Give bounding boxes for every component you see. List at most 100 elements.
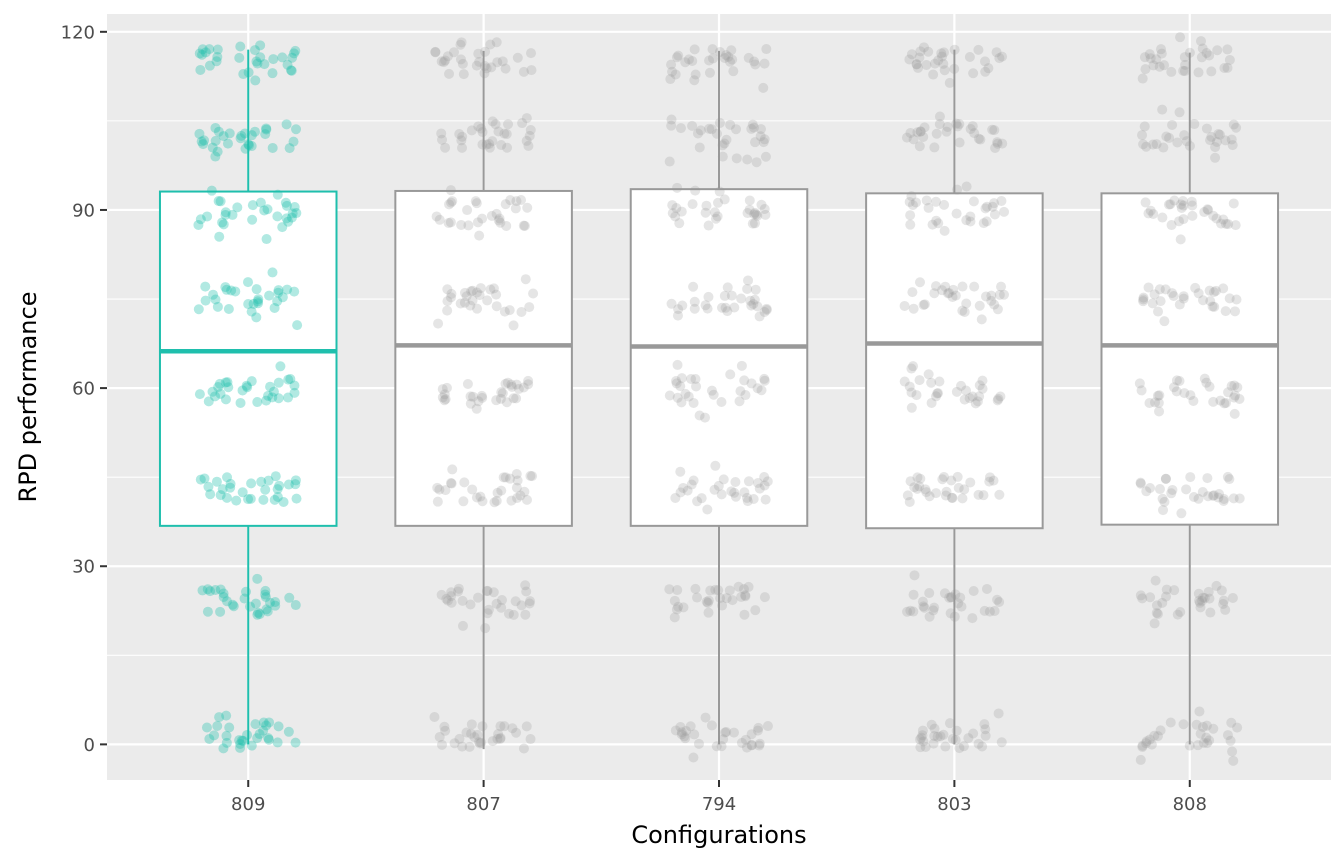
data-point	[496, 602, 507, 613]
data-point	[444, 199, 455, 210]
data-point	[670, 492, 681, 503]
data-point	[457, 595, 468, 606]
data-point	[921, 487, 932, 498]
data-point	[673, 601, 684, 612]
data-point	[1176, 508, 1187, 519]
data-point	[438, 57, 449, 68]
data-point	[1224, 293, 1235, 304]
data-point	[263, 390, 274, 401]
data-point	[264, 717, 275, 728]
data-point	[286, 212, 297, 223]
data-point	[492, 487, 503, 498]
data-point	[906, 363, 917, 374]
data-point	[469, 732, 480, 743]
data-point	[486, 210, 497, 221]
data-point	[951, 208, 962, 219]
data-point	[706, 720, 717, 731]
data-point	[906, 402, 917, 413]
data-point	[243, 67, 254, 78]
data-point	[912, 483, 923, 494]
data-point	[947, 492, 958, 503]
data-point	[718, 474, 729, 485]
data-point	[669, 612, 680, 623]
data-point	[750, 137, 761, 148]
data-point	[210, 294, 221, 305]
data-point	[500, 378, 511, 389]
data-point	[1138, 296, 1149, 307]
data-point	[686, 373, 697, 384]
data-point	[973, 133, 984, 144]
data-point	[908, 303, 919, 314]
data-point	[495, 393, 506, 404]
data-point	[218, 219, 229, 230]
data-point	[676, 397, 687, 408]
data-point	[516, 307, 527, 318]
data-point	[292, 320, 303, 331]
data-point	[1229, 392, 1240, 403]
data-point	[725, 369, 736, 380]
data-point	[441, 382, 452, 393]
data-point	[273, 285, 284, 296]
box-body	[158, 190, 338, 527]
data-point	[1139, 121, 1150, 132]
data-point	[736, 737, 747, 748]
data-point	[690, 69, 701, 80]
data-point	[714, 186, 725, 197]
data-point	[733, 581, 744, 592]
data-point	[929, 288, 940, 299]
data-point	[520, 274, 531, 285]
data-point	[964, 51, 975, 62]
data-point	[1151, 607, 1162, 618]
data-point	[283, 374, 294, 385]
data-point	[994, 289, 1005, 300]
data-point	[967, 613, 978, 624]
data-point	[906, 191, 917, 202]
data-point	[905, 127, 916, 138]
data-point	[272, 491, 283, 502]
data-point	[708, 389, 719, 400]
data-point	[482, 585, 493, 596]
data-point	[1157, 104, 1168, 115]
data-point	[455, 39, 466, 50]
data-point	[442, 305, 453, 316]
data-point	[444, 68, 455, 79]
data-point	[197, 44, 208, 55]
data-point	[289, 380, 300, 391]
data-point	[1153, 397, 1164, 408]
data-point	[704, 123, 715, 134]
data-point	[210, 135, 221, 146]
data-point	[1179, 388, 1190, 399]
data-point	[225, 482, 236, 493]
data-point	[483, 604, 494, 615]
data-point	[215, 490, 226, 501]
data-point	[724, 585, 735, 596]
data-point	[210, 584, 221, 595]
data-point	[752, 210, 763, 221]
data-point	[721, 726, 732, 737]
data-point	[446, 197, 457, 208]
data-point	[235, 397, 246, 408]
data-point	[923, 202, 934, 213]
data-point	[703, 220, 714, 231]
data-point	[928, 738, 939, 749]
data-point	[524, 130, 535, 141]
data-point	[203, 481, 214, 492]
data-point	[1166, 488, 1177, 499]
data-point	[754, 740, 765, 751]
data-point	[1169, 585, 1180, 596]
data-point	[506, 495, 517, 506]
data-point	[261, 395, 272, 406]
data-point	[491, 289, 502, 300]
data-point	[1147, 298, 1158, 309]
data-point	[511, 393, 522, 404]
data-point	[977, 375, 988, 386]
data-point	[759, 307, 770, 318]
data-point	[747, 218, 758, 229]
box-body	[865, 192, 1044, 530]
data-point	[689, 729, 700, 740]
data-point	[1146, 739, 1157, 750]
data-point	[751, 209, 762, 220]
data-point	[465, 398, 476, 409]
data-point	[1138, 294, 1149, 305]
data-point	[1171, 386, 1182, 397]
